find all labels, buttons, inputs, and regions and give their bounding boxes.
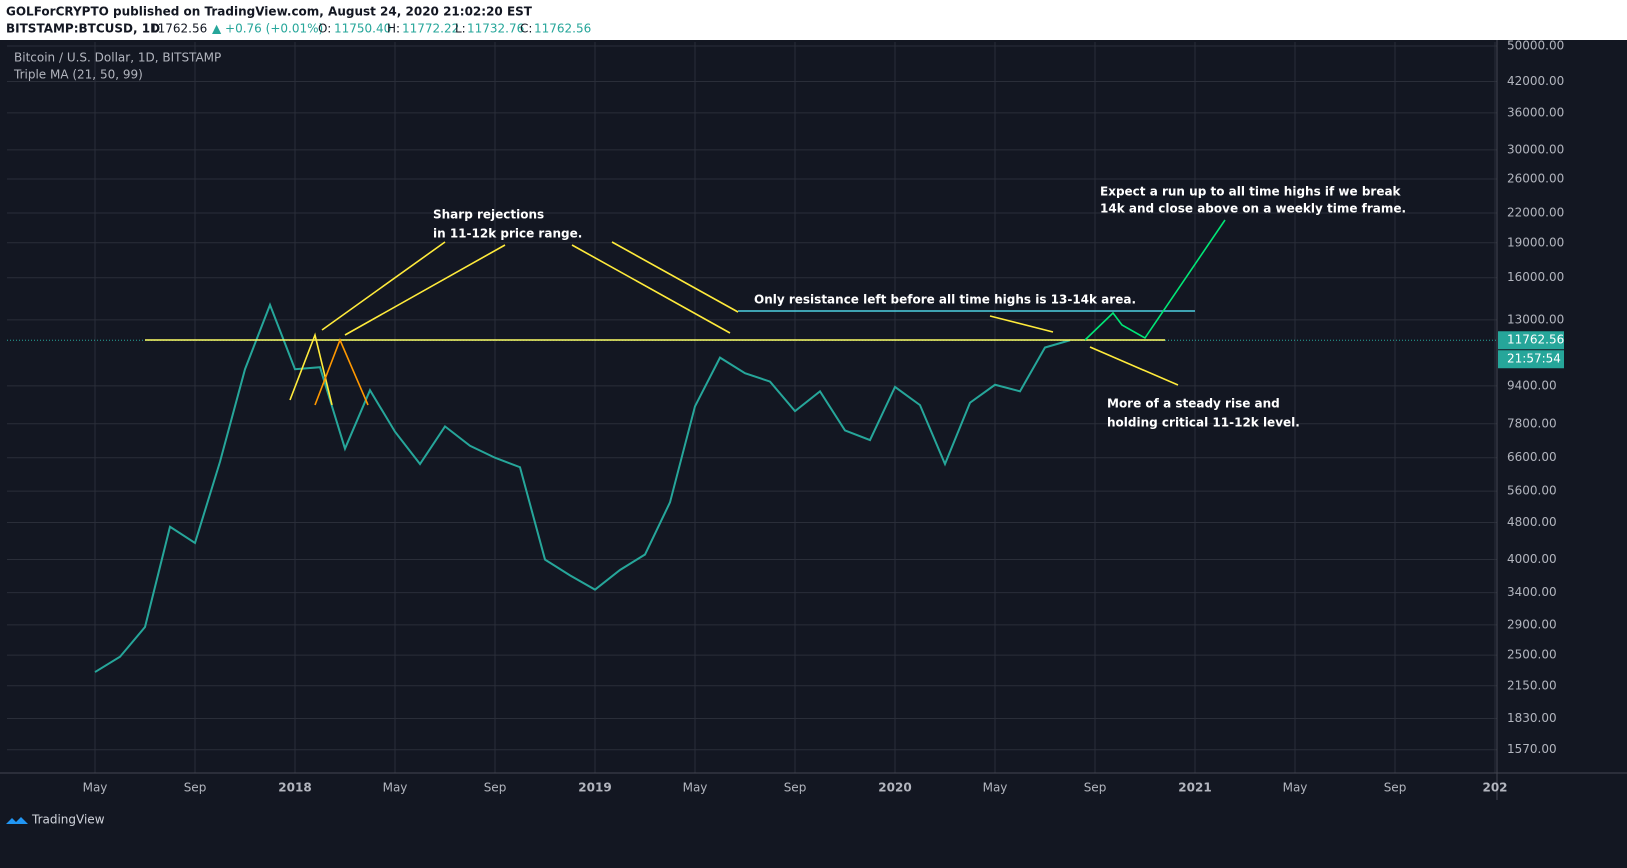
y-tick-label: 2150.00 — [1507, 678, 1557, 692]
annotation: in 11-12k price range. — [433, 227, 582, 241]
x-tick-label: 2021 — [1178, 781, 1211, 795]
axis: 50000.00 42000.00 36000.00 30000.00 26000.00… — [83, 39, 1565, 795]
arrow — [1089, 346, 1179, 386]
y-tick-label: 1570.00 — [1507, 742, 1557, 756]
annotation: holding critical 11-12k level. — [1107, 416, 1300, 430]
y-tick-label: 13000.00 — [1507, 312, 1564, 326]
x-tick-label: May — [983, 781, 1008, 795]
x-tick-label: 202 — [1482, 781, 1507, 795]
l-label: L: — [455, 22, 466, 36]
x-tick-label: May — [1283, 781, 1308, 795]
brand: TradingView — [31, 813, 105, 827]
arrow — [571, 244, 731, 334]
low: 11732.76 — [467, 22, 524, 36]
drawings — [145, 219, 1226, 406]
plot — [7, 302, 1497, 673]
logo — [6, 817, 28, 824]
y-tick-label: 50000.00 — [1507, 39, 1564, 53]
countdown-box — [1498, 350, 1564, 369]
last: 11762.56 — [150, 22, 207, 36]
indicator: Triple MA (21, 50, 99) — [13, 68, 143, 82]
x-tick-label: May — [83, 781, 108, 795]
price-marker — [1498, 331, 1564, 350]
x-tick-label: 2018 — [278, 781, 311, 795]
y-tick-label: 9400.00 — [1507, 378, 1557, 392]
price-line — [94, 302, 1071, 673]
publisher: GOLForCRYPTO published on TradingView.co… — [6, 5, 533, 19]
y-tick-label: 30000.00 — [1507, 142, 1564, 156]
y-tick-label: 19000.00 — [1507, 235, 1564, 249]
y-tick-label: 4800.00 — [1507, 515, 1557, 529]
chart-title: Bitcoin / U.S. Dollar, 1D, BITSTAMP — [14, 51, 221, 65]
arrow — [611, 241, 739, 313]
arrow — [321, 241, 446, 331]
x-tick-label: Sep — [784, 781, 807, 795]
annotation: 14k and close above on a weekly time fra… — [1100, 202, 1406, 216]
x-tick-label: Sep — [484, 781, 507, 795]
x-tick-label: Sep — [1384, 781, 1407, 795]
x-tick-label: Sep — [184, 781, 207, 795]
x-tick-label: May — [683, 781, 708, 795]
rejection-marker — [314, 337, 369, 406]
y-tick-label: 16000.00 — [1507, 270, 1564, 284]
annotation: More of a steady rise and — [1107, 397, 1280, 411]
y-tick-label: 2500.00 — [1507, 648, 1557, 662]
high: 11772.22 — [402, 22, 459, 36]
open: 11750.40 — [334, 22, 391, 36]
x-tick-label: 2019 — [578, 781, 611, 795]
y-tick-label: 26000.00 — [1507, 171, 1564, 185]
h-label: H: — [387, 22, 400, 36]
arrow — [989, 315, 1054, 333]
y-tick-label: 42000.00 — [1507, 74, 1564, 88]
price-marker-label: 11762.56 — [1507, 333, 1564, 347]
price-axis — [1497, 40, 1627, 800]
change: ▲ +0.76 (+0.01%) — [212, 22, 323, 36]
y-tick-label: 4000.00 — [1507, 552, 1557, 566]
c-label: C: — [520, 22, 532, 36]
y-tick-label: 36000.00 — [1507, 105, 1564, 119]
annotation: Expect a run up to all time highs if we … — [1100, 185, 1402, 199]
y-tick-label: 22000.00 — [1507, 205, 1564, 219]
projection — [1084, 219, 1226, 341]
x-tick-label: Sep — [1084, 781, 1107, 795]
grid — [7, 42, 1497, 773]
arrow — [344, 244, 506, 336]
annotation: Sharp rejections — [433, 208, 544, 222]
header-bar — [0, 0, 1627, 40]
y-tick-label: 6600.00 — [1507, 450, 1557, 464]
y-tick-label: 1830.00 — [1507, 711, 1557, 725]
close: 11762.56 — [534, 22, 591, 36]
countdown: 21:57:54 — [1507, 352, 1561, 366]
y-tick-label: 2900.00 — [1507, 617, 1557, 631]
y-tick-label: 3400.00 — [1507, 585, 1557, 599]
symbol: BITSTAMP:BTCUSD, 1D — [6, 22, 160, 36]
o-label: O: — [318, 22, 331, 36]
annotation: Only resistance left before all time hig… — [754, 293, 1136, 307]
y-tick-label: 5600.00 — [1507, 484, 1557, 498]
x-tick-label: May — [383, 781, 408, 795]
y-tick-label: 7800.00 — [1507, 416, 1557, 430]
rejection-marker — [289, 332, 333, 406]
x-tick-label: 2020 — [878, 781, 911, 795]
